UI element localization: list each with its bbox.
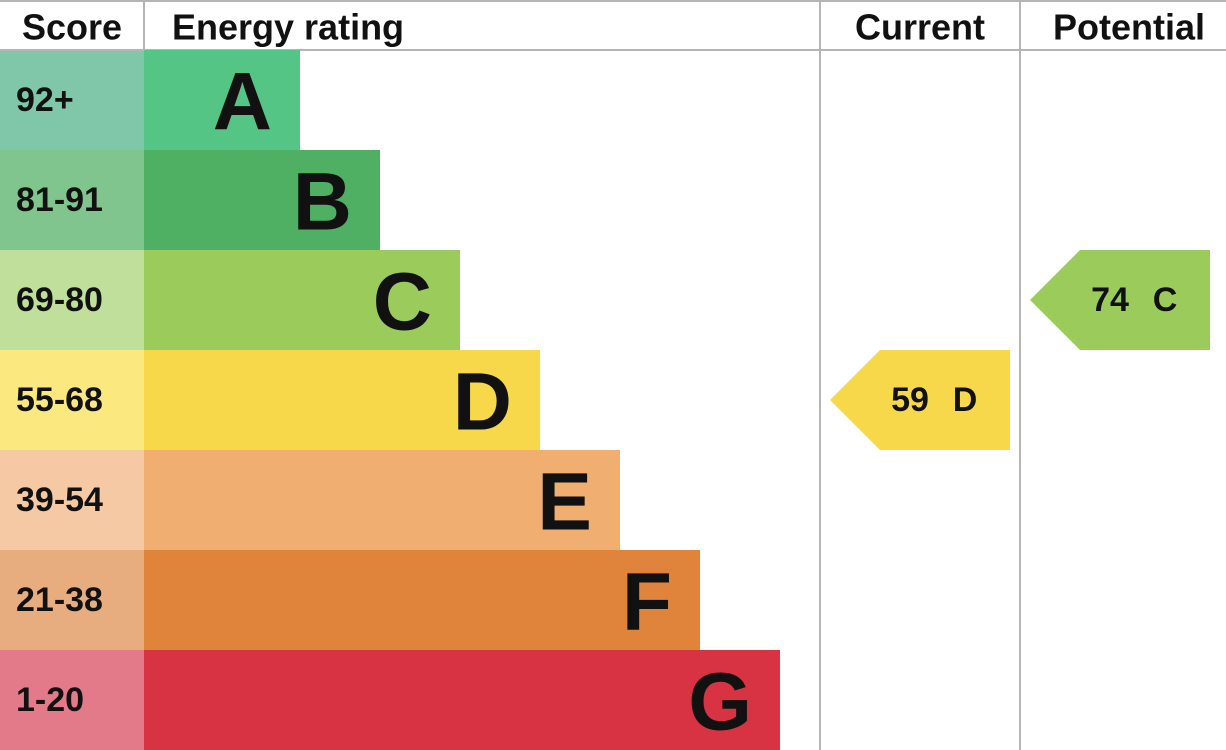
score-cell — [0, 450, 144, 550]
rating-bar — [144, 450, 620, 550]
rating-letter: G — [688, 657, 752, 748]
rating-bar — [144, 50, 300, 150]
score-cell — [0, 550, 144, 650]
header-potential: Potential — [1053, 7, 1205, 48]
rating-bar — [144, 350, 540, 450]
score-label: 21-38 — [16, 581, 103, 619]
score-cell — [0, 650, 144, 750]
potential-letter: C — [1153, 281, 1178, 319]
score-cell — [0, 150, 144, 250]
rating-bar — [144, 150, 380, 250]
score-label: 55-68 — [16, 381, 103, 419]
score-label: 69-80 — [16, 281, 103, 319]
rating-letter: F — [622, 557, 672, 648]
rating-letter: B — [293, 157, 352, 248]
potential-arrow — [1030, 250, 1210, 350]
score-cell — [0, 250, 144, 350]
current-arrow — [830, 350, 1010, 450]
score-label: 81-91 — [16, 181, 103, 219]
score-cell — [0, 350, 144, 450]
rating-letter: C — [373, 257, 432, 348]
rating-bar — [144, 650, 780, 750]
score-label: 39-54 — [16, 481, 103, 519]
rating-letter: E — [537, 457, 592, 548]
score-label: 1-20 — [16, 681, 84, 719]
score-label: 92+ — [16, 81, 74, 119]
current-value: 59 — [891, 381, 929, 419]
score-cell — [0, 50, 144, 150]
rating-letter: A — [213, 57, 272, 148]
potential-value: 74 — [1091, 281, 1129, 319]
current-letter: D — [953, 381, 978, 419]
rating-bar — [144, 550, 700, 650]
header-current: Current — [855, 7, 985, 48]
header-energy-rating: Energy rating — [172, 7, 404, 48]
rating-bar — [144, 250, 460, 350]
rating-letter: D — [453, 357, 512, 448]
header-score: Score — [22, 7, 122, 48]
